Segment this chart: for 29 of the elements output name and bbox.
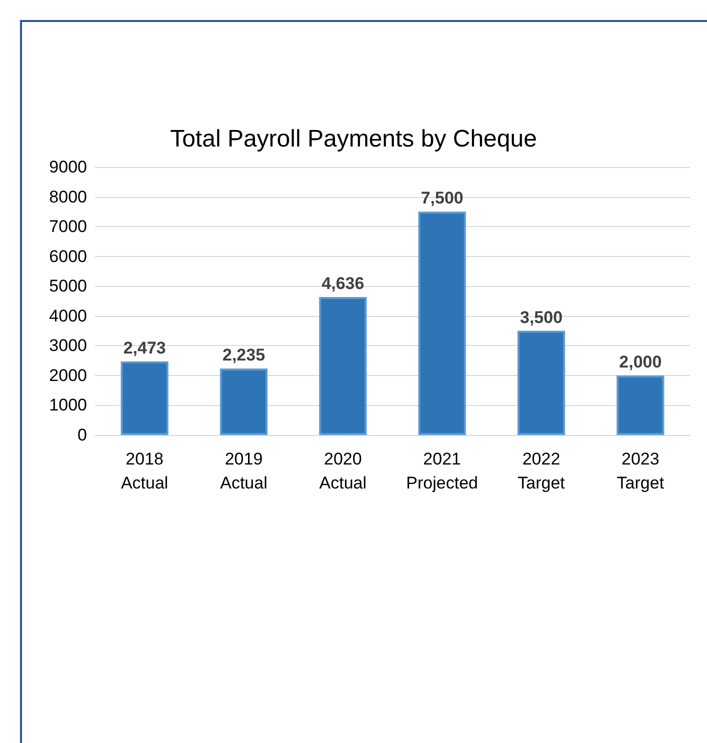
x-tick-label: 2020 Actual: [319, 450, 367, 492]
bar: [319, 296, 367, 435]
bar: [120, 361, 168, 435]
x-tick-label: 2022 Target: [518, 450, 566, 492]
y-tick-label: 6000: [49, 246, 87, 266]
y-tick-label: 7000: [49, 217, 87, 236]
bar: [517, 330, 566, 435]
y-tick-label: 1000: [49, 396, 87, 415]
x-tick-label: 2018 Actual: [120, 450, 168, 492]
data-label: 3,500: [520, 308, 563, 327]
y-tick-label: 0: [78, 426, 87, 444]
data-label: 2,473: [123, 338, 166, 358]
y-tick-label: 8000: [49, 187, 87, 206]
x-tick-label: 2019 Actual: [220, 450, 268, 492]
y-tick-label: 3000: [49, 336, 87, 356]
bar: [616, 375, 664, 435]
bar: [418, 212, 466, 435]
bar: [220, 368, 268, 435]
chart-title: Total Payroll Payments by Cheque: [170, 126, 537, 152]
y-tick-label: 4000: [49, 306, 87, 326]
data-label: 2,235: [222, 345, 266, 364]
x-tick-label: 2023 Target: [616, 450, 664, 492]
data-label: 7,500: [420, 188, 464, 208]
data-label: 2,000: [619, 352, 662, 372]
x-tick-label: 2021 Projected: [406, 450, 478, 492]
data-label: 4,636: [322, 274, 364, 293]
y-tick-label: 2000: [49, 366, 87, 385]
y-tick-label: 9000: [49, 158, 87, 176]
y-tick-label: 5000: [49, 276, 87, 296]
